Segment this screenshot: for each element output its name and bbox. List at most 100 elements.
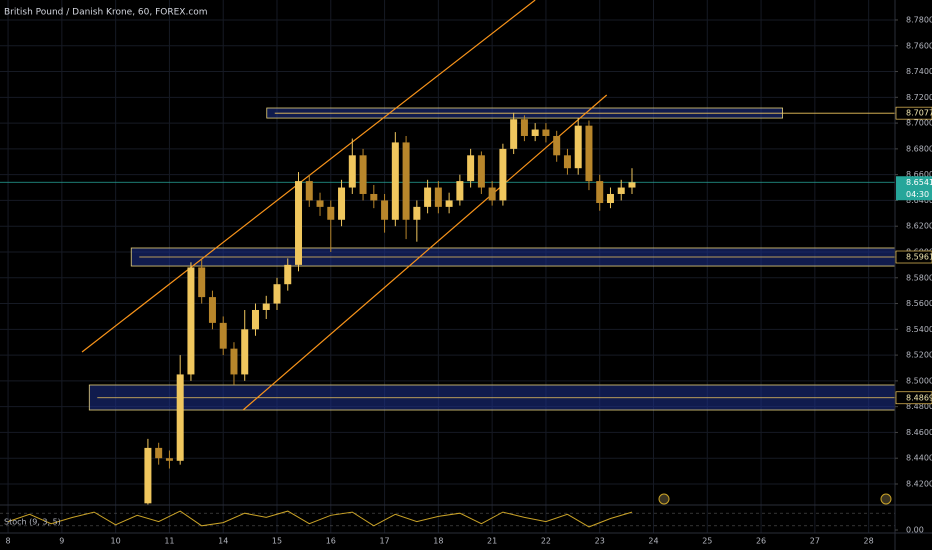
candle-body: [510, 119, 518, 149]
price-label-box: [895, 250, 932, 264]
candle-body: [370, 193, 378, 201]
candle-body: [381, 200, 389, 220]
x-tick-label: 27: [810, 537, 820, 546]
candle-body: [262, 303, 270, 310]
stoch-line: [7, 510, 633, 528]
x-tick-label: 18: [433, 537, 443, 546]
x-tick-label: 26: [756, 537, 766, 546]
candle-body: [596, 181, 604, 204]
event-icon[interactable]: [658, 493, 670, 505]
candle-body: [456, 181, 464, 201]
candle-body: [251, 309, 259, 330]
candle-body: [241, 329, 249, 375]
chart-title: British Pound / Danish Krone, 60, FOREX.…: [4, 8, 208, 18]
candle-body: [424, 187, 432, 207]
current-price-box: [896, 176, 932, 201]
grid: [0, 0, 895, 533]
stoch-panel: [0, 510, 895, 528]
candle-body: [553, 135, 561, 156]
event-icon[interactable]: [880, 493, 892, 505]
y-tick-label: 8.6800: [906, 144, 932, 153]
candle-body: [617, 187, 625, 194]
x-tick-label: 23: [595, 537, 605, 546]
x-tick-label: 9: [59, 537, 64, 546]
x-tick-label: 25: [702, 537, 712, 546]
candle-body: [391, 142, 399, 220]
candle-body: [467, 155, 475, 182]
candle-body: [348, 155, 356, 188]
y-tick-label: 8.6600: [906, 170, 932, 179]
candle-body: [230, 348, 238, 375]
candles: [144, 112, 636, 505]
candle-body: [144, 447, 152, 504]
candle-body: [628, 182, 636, 188]
candle-body: [273, 284, 281, 304]
candle-body: [176, 374, 184, 461]
drawings: [0, 0, 932, 411]
candle-body: [219, 322, 227, 349]
y-tick-label: 0.00: [906, 526, 924, 535]
indicator-title: Stoch (9, 3, 5): [4, 518, 61, 527]
candle-body: [413, 206, 421, 220]
x-tick-label: 16: [326, 537, 336, 546]
y-tick-label: 8.5000: [906, 376, 932, 385]
y-tick-label: 8.4200: [906, 479, 932, 488]
x-tick-label: 22: [541, 537, 551, 546]
candle-body: [295, 181, 303, 265]
candle-body: [434, 187, 442, 207]
candle-body: [488, 187, 496, 201]
x-tick-label: 11: [164, 537, 174, 546]
y-tick-label: 8.7800: [906, 15, 932, 24]
x-tick-label: 15: [272, 537, 282, 546]
candle-body: [165, 458, 173, 461]
y-tick-label: 8.7400: [906, 67, 932, 76]
candle-body: [542, 129, 550, 136]
channel-line: [81, 0, 536, 353]
countdown: 04:30: [906, 190, 929, 199]
x-tick-label: 17: [379, 537, 389, 546]
x-tick-label: 21: [487, 537, 497, 546]
x-tick-label: 24: [648, 537, 658, 546]
candle-body: [187, 267, 195, 375]
candle-body: [198, 267, 206, 298]
channel-line: [242, 94, 608, 411]
candle-body: [563, 155, 571, 169]
candle-body: [284, 264, 292, 285]
candle-body: [499, 148, 507, 201]
price-label: 8.4869: [906, 393, 932, 402]
y-tick-label: 8.4600: [906, 428, 932, 437]
y-tick-label: 8.7000: [906, 119, 932, 128]
candle-body: [359, 155, 367, 194]
candle-body: [327, 206, 335, 220]
candle-body: [477, 155, 485, 188]
y-tick-label: 8.4400: [906, 454, 932, 463]
candle-body: [574, 125, 582, 169]
price-label: 8.5961: [906, 253, 932, 262]
current-price-label: 8.6541: [906, 178, 932, 187]
price-label-box: [895, 391, 932, 405]
x-tick-label: 28: [864, 537, 874, 546]
x-tick-label: 8: [6, 537, 11, 546]
candle-body: [531, 129, 539, 136]
y-tick-label: 8.7600: [906, 41, 932, 50]
y-tick-label: 8.6400: [906, 196, 932, 205]
candle-body: [520, 119, 528, 136]
x-tick-label: 14: [218, 537, 228, 546]
price-label: 8.7077: [906, 109, 932, 118]
candle-body: [208, 297, 216, 323]
y-tick-label: 8.5800: [906, 273, 932, 282]
candle-body: [338, 187, 346, 220]
candle-body: [585, 125, 593, 182]
candle-body: [402, 142, 410, 220]
axes: 8.4200 8.4400 8.4600 8.4800 8.5000 8.5200 8.54…: [6, 15, 932, 546]
y-tick-label: 8.6200: [906, 222, 932, 231]
y-tick-label: 8.5200: [906, 351, 932, 360]
y-tick-label: 8.5600: [906, 299, 932, 308]
candle-body: [305, 181, 313, 201]
x-tick-label: 10: [111, 537, 121, 546]
candle-body: [445, 200, 453, 207]
price-label-box: [895, 106, 932, 120]
y-tick-label: 8.4800: [906, 402, 932, 411]
candle-body: [316, 200, 324, 207]
